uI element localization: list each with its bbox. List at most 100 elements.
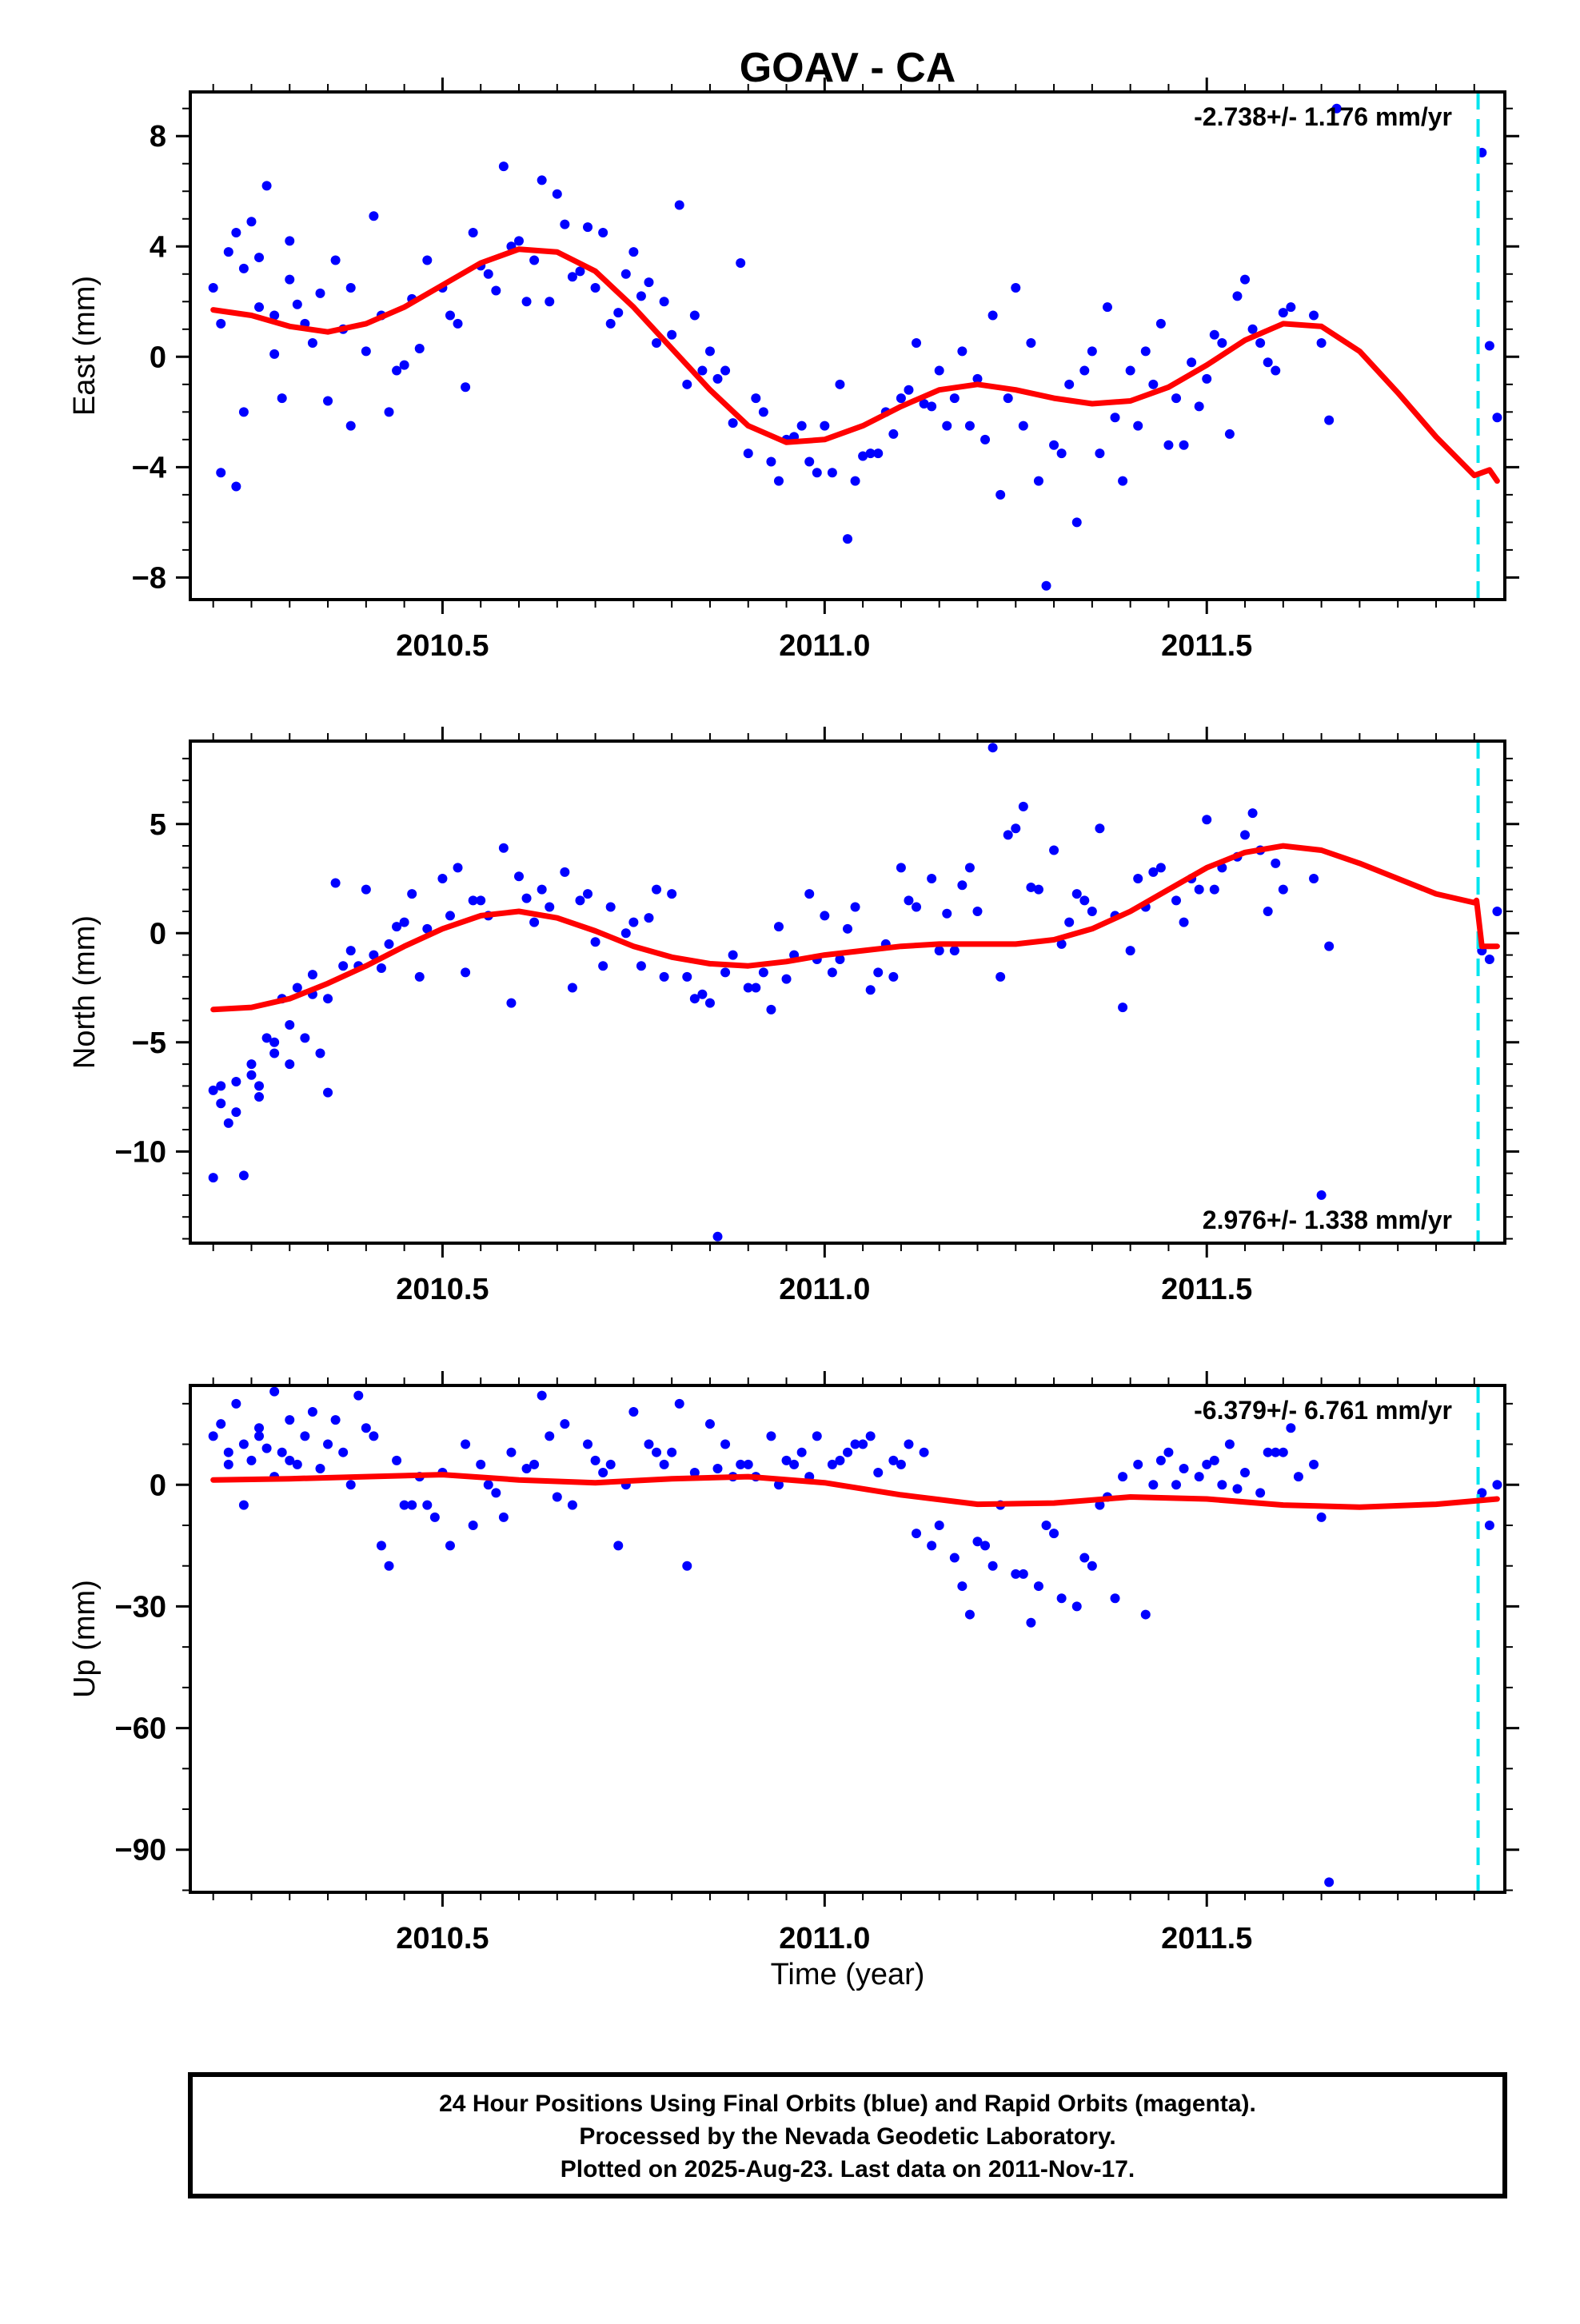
up-data-point: [598, 1468, 608, 1478]
east-data-point: [972, 373, 983, 384]
east-axes-frame: [189, 90, 1506, 601]
east-data-point: [1224, 429, 1235, 439]
east-data-point: [1125, 365, 1135, 376]
east-data-point: [896, 393, 906, 404]
north-data-point: [323, 1087, 333, 1098]
north-data-point: [1056, 939, 1067, 949]
up-data-point: [1049, 1529, 1059, 1539]
north-data-point: [254, 1092, 265, 1102]
east-data-point: [483, 269, 493, 279]
north-data-point: [231, 1076, 241, 1086]
east-data-point: [682, 379, 692, 389]
up-data-point: [704, 1419, 715, 1429]
up-data-point: [988, 1561, 998, 1571]
east-data-point: [697, 365, 708, 376]
north-data-point: [927, 874, 937, 884]
east-data-point: [345, 283, 356, 293]
north-data-point: [445, 911, 455, 921]
east-data-point: [285, 236, 295, 246]
east-data-point: [361, 346, 371, 357]
up-data-point: [376, 1541, 386, 1551]
east-data-point: [659, 297, 669, 307]
north-data-point: [1155, 863, 1166, 873]
north-data-point: [667, 889, 677, 899]
east-data-point: [888, 429, 899, 439]
east-data-point: [1026, 338, 1036, 349]
up-data-point: [590, 1455, 600, 1465]
east-data-point: [636, 291, 646, 301]
up-data-point: [773, 1480, 784, 1490]
north-y-tick-label: −10: [115, 1135, 166, 1169]
up-data-point: [254, 1423, 265, 1433]
north-data-point: [392, 922, 402, 932]
east-data-point: [812, 468, 822, 478]
north-data-point: [285, 1019, 295, 1030]
up-data-point: [1263, 1447, 1273, 1457]
east-data-point: [1232, 291, 1243, 301]
east-data-point: [315, 288, 325, 298]
up-data-point: [491, 1488, 501, 1498]
north-data-point: [1079, 895, 1090, 906]
east-data-point: [980, 434, 991, 444]
east-data-point: [384, 407, 394, 417]
east-data-point: [927, 401, 937, 412]
north-data-point: [904, 895, 914, 906]
up-data-point: [1484, 1520, 1494, 1530]
east-data-point: [1095, 448, 1105, 459]
east-data-point: [934, 365, 944, 376]
up-data-point: [628, 1406, 639, 1417]
east-data-point: [843, 534, 852, 544]
up-x-tick-label: 2011.0: [779, 1922, 870, 1955]
north-data-point: [1247, 808, 1258, 819]
north-data-point: [1309, 874, 1319, 884]
north-data-point: [560, 867, 570, 877]
north-data-point: [307, 970, 317, 980]
up-data-point: [1133, 1459, 1143, 1469]
east-data-point: [238, 263, 249, 273]
east-data-point: [1194, 401, 1204, 412]
east-data-point: [835, 379, 845, 389]
north-data-point: [506, 998, 517, 1008]
east-data-point: [912, 338, 922, 349]
east-data-point: [736, 257, 746, 268]
up-data-point: [1011, 1569, 1021, 1579]
east-data-point: [919, 398, 929, 409]
east-data-point: [529, 255, 540, 265]
east-x-tick-label: 2010.5: [396, 629, 489, 663]
east-data-point: [1309, 310, 1319, 321]
north-data-point: [720, 967, 731, 978]
up-data-point: [743, 1459, 753, 1469]
north-data-point: [238, 1170, 249, 1181]
north-data-point: [1133, 874, 1143, 884]
up-y-tick-label: 0: [150, 1469, 166, 1502]
east-data-point: [1087, 346, 1097, 357]
north-data-point: [1018, 801, 1028, 811]
up-data-point: [1033, 1581, 1043, 1592]
north-data-point: [315, 1048, 325, 1058]
north-data-point: [704, 998, 715, 1008]
up-data-point: [1209, 1455, 1219, 1465]
up-data-point: [323, 1439, 333, 1449]
up-fit-curve: [210, 1472, 1500, 1510]
east-data-point: [598, 228, 608, 238]
north-data-point: [652, 884, 662, 895]
east-data-point: [1071, 517, 1082, 528]
up-data-point: [712, 1463, 723, 1473]
up-data-point: [1148, 1480, 1159, 1490]
east-data-point: [1331, 103, 1342, 114]
north-data-point: [399, 917, 409, 927]
north-data-point: [781, 974, 792, 984]
east-data-point: [453, 318, 463, 329]
up-data-point: [583, 1439, 593, 1449]
north-data-point: [865, 985, 876, 995]
up-data-point: [285, 1415, 295, 1425]
east-rate-label: -2.738+/- 1.176 mm/yr: [1194, 102, 1452, 131]
up-data-point: [369, 1431, 379, 1441]
east-data-point: [1492, 413, 1502, 423]
up-data-point: [796, 1447, 807, 1457]
up-data-point: [957, 1581, 968, 1592]
up-data-point: [338, 1447, 349, 1457]
east-data-point: [1171, 393, 1181, 404]
up-data-point: [208, 1431, 218, 1441]
north-data-point: [269, 1037, 280, 1047]
